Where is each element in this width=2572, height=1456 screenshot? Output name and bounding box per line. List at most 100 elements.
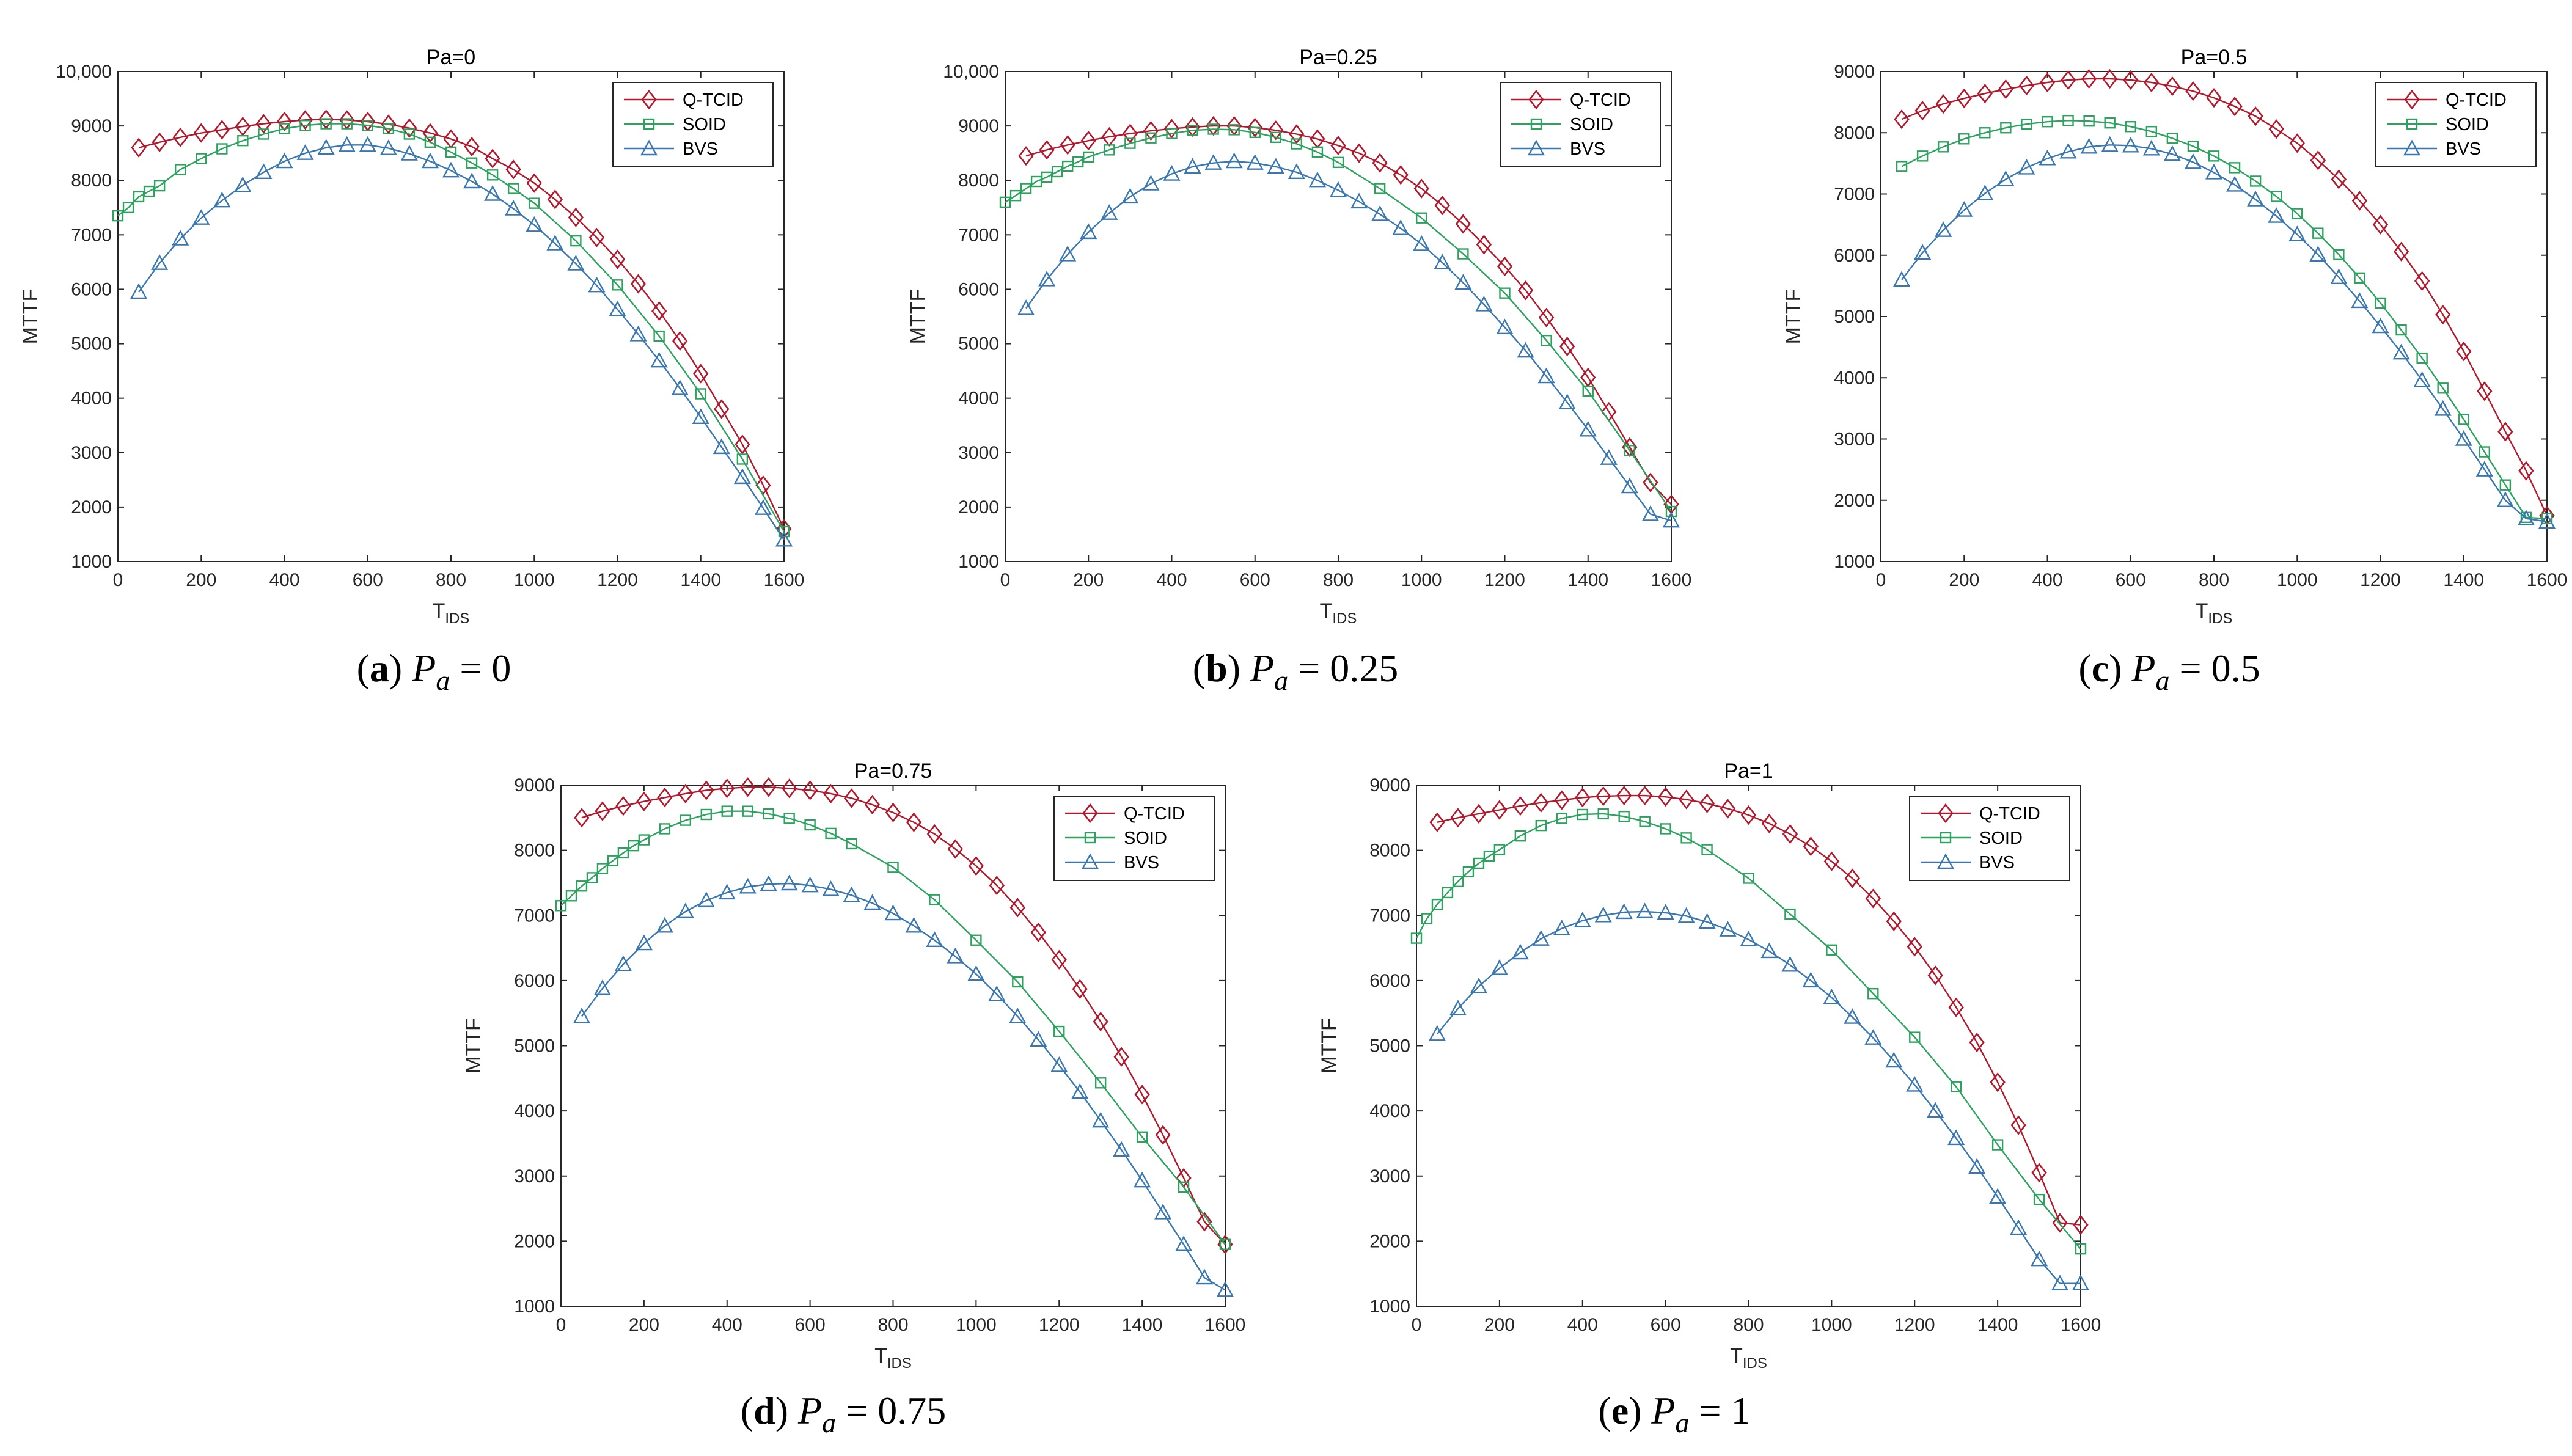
data-point-SOID — [846, 838, 857, 850]
data-point-SOID — [2437, 382, 2449, 394]
legend-label-SOID: SOID — [1979, 829, 2023, 848]
data-point-Q-TCID — [1720, 799, 1736, 819]
legend-label-BVS: BVS — [2446, 139, 2481, 159]
data-point-SOID — [1053, 1025, 1065, 1037]
series-line-Q-TCID — [1437, 794, 2081, 1226]
data-point-BVS — [1449, 1000, 1467, 1015]
data-point-SOID — [586, 872, 598, 883]
data-point-SOID — [783, 813, 795, 824]
legend-label-BVS: BVS — [1124, 853, 1159, 873]
x-tick-label: 0 — [113, 570, 123, 590]
series-Q-TCID — [1429, 785, 2089, 1235]
data-point-SOID — [320, 118, 332, 130]
data-point-SOID — [1431, 898, 1443, 910]
data-point-Q-TCID — [1616, 785, 1632, 806]
data-point-Q-TCID — [255, 114, 272, 134]
data-point-SOID — [638, 834, 650, 846]
data-point-BVS — [2018, 158, 2035, 175]
data-point-SOID — [1083, 151, 1094, 163]
data-point-Q-TCID — [719, 778, 735, 799]
data-point-BVS — [1935, 221, 1952, 237]
data-point-SOID — [1009, 189, 1022, 202]
data-point-Q-TCID — [1413, 178, 1429, 199]
data-point-Q-TCID — [1803, 836, 1819, 857]
data-point-Q-TCID — [672, 331, 688, 351]
y-tick-label: 8000 — [1834, 123, 1875, 143]
legend-marker-Q-TCID — [2404, 89, 2420, 110]
data-point-Q-TCID — [1372, 153, 1388, 173]
data-point-SOID — [680, 814, 692, 826]
data-point-SOID — [2033, 1193, 2045, 1205]
data-point-SOID — [607, 855, 619, 866]
data-point-BVS — [1267, 158, 1284, 174]
data-point-SOID — [1421, 913, 1433, 924]
data-point-Q-TCID — [568, 207, 584, 227]
data-point-BVS — [151, 254, 169, 270]
y-tick-label: 9000 — [1369, 775, 1410, 796]
series-BVS — [1893, 136, 2556, 529]
data-point-BVS — [822, 880, 840, 896]
series-BVS — [573, 874, 1234, 1297]
data-point-SOID — [1541, 335, 1552, 346]
legend-marker-SOID — [2406, 118, 2418, 130]
data-point-SOID — [1958, 133, 1970, 145]
data-point-BVS — [1490, 959, 1508, 975]
data-point-BVS — [1662, 511, 1680, 528]
data-point-BVS — [1071, 1083, 1089, 1099]
data-point-Q-TCID — [2060, 70, 2076, 90]
data-point-SOID — [1784, 908, 1796, 920]
data-point-Q-TCID — [1247, 117, 1263, 137]
x-tick-label: 200 — [1949, 570, 1979, 590]
legend-label-BVS: BVS — [1979, 853, 2015, 873]
data-point-SOID — [565, 890, 577, 902]
data-point-BVS — [1030, 1031, 1047, 1047]
data-point-Q-TCID — [2393, 241, 2409, 262]
data-point-BVS — [2309, 246, 2327, 262]
data-point-BVS — [1470, 977, 1487, 993]
data-point-SOID — [1743, 873, 1754, 884]
data-point-BVS — [609, 300, 626, 316]
data-point-BVS — [213, 191, 231, 208]
data-point-Q-TCID — [2268, 119, 2284, 139]
data-point-SOID — [804, 819, 816, 831]
x-tick-label: 600 — [353, 570, 383, 590]
data-point-Q-TCID — [1450, 808, 1466, 828]
data-point-BVS — [718, 883, 736, 900]
data-point-BVS — [2288, 225, 2306, 241]
x-tick-label: 1600 — [2527, 570, 2568, 590]
data-point-Q-TCID — [2477, 381, 2493, 401]
data-point-BVS — [1017, 299, 1035, 315]
y-tick-label: 9000 — [514, 775, 555, 796]
data-point-BVS — [505, 200, 522, 216]
data-point-Q-TCID — [1476, 235, 1492, 255]
data-point-Q-TCID — [401, 118, 417, 138]
data-point-SOID — [659, 823, 671, 835]
data-point-BVS — [988, 985, 1006, 1001]
series-BVS — [1017, 152, 1680, 528]
chart-panel-a: 0 200 400 600 800 1000 1200 1400 1600 1000 2000 300… — [19, 46, 804, 696]
data-point-BVS — [1781, 956, 1799, 972]
data-point-Q-TCID — [1471, 803, 1487, 824]
data-point-SOID — [1332, 156, 1344, 169]
data-point-BVS — [2372, 317, 2389, 334]
data-point-Q-TCID — [2351, 191, 2368, 211]
y-tick-label: 2000 — [958, 497, 999, 518]
data-point-BVS — [2184, 153, 2202, 169]
data-point-SOID — [2187, 141, 2199, 152]
data-point-SOID — [999, 196, 1011, 208]
x-tick-label: 400 — [1567, 1315, 1598, 1335]
data-point-Q-TCID — [989, 876, 1005, 896]
x-tick-label: 800 — [436, 570, 466, 590]
data-point-SOID — [2166, 133, 2178, 144]
series-SOID — [112, 118, 790, 538]
data-point-BVS — [2142, 139, 2160, 156]
data-point-BVS — [884, 904, 902, 921]
data-point-BVS — [926, 931, 943, 947]
data-point-Q-TCID — [588, 227, 605, 247]
data-point-Q-TCID — [1455, 214, 1471, 234]
data-point-SOID — [2479, 446, 2491, 458]
data-point-Q-TCID — [678, 783, 694, 803]
data-point-SOID — [1701, 844, 1713, 855]
data-point-Q-TCID — [698, 780, 714, 800]
